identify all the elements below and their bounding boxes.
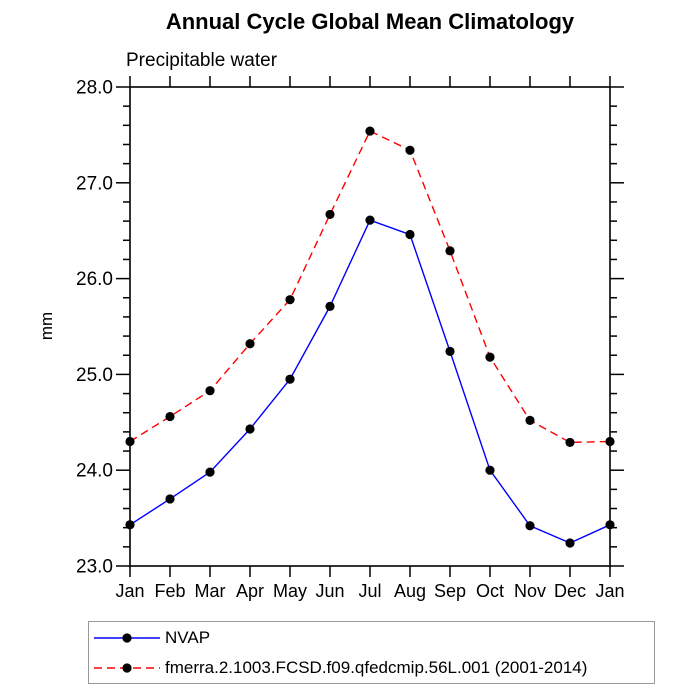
y-axis-tick-label: 25.0 <box>76 365 113 386</box>
data-point-marker <box>325 301 335 311</box>
chart-subtitle: Precipitable water <box>126 50 278 71</box>
data-point-marker <box>165 494 175 504</box>
data-point-marker <box>445 246 455 256</box>
data-point-marker <box>365 126 375 136</box>
data-point-marker <box>485 465 495 475</box>
data-point-marker <box>165 411 175 422</box>
plot-frame <box>129 86 611 567</box>
data-point-marker <box>205 467 215 477</box>
legend-line-sample-solid <box>94 632 160 643</box>
series-line-0 <box>129 219 611 544</box>
data-point-marker <box>125 436 135 447</box>
x-axis-tick-label: Apr <box>236 581 264 601</box>
chart-title: Annual Cycle Global Mean Climatology <box>165 9 575 34</box>
x-axis-tick-label: Mar <box>195 581 226 601</box>
legend-marker-dot <box>122 632 132 643</box>
y-axis-tick-label: 26.0 <box>76 269 113 290</box>
data-point-marker <box>525 415 535 425</box>
legend-label-fmerra: fmerra.2.1003.FCSD.f09.qfedcmip.56L.001 … <box>165 657 588 677</box>
series-line-1 <box>129 130 611 444</box>
data-point-marker <box>245 339 255 349</box>
x-axis-tick-label: Sep <box>434 581 466 601</box>
legend: NVAP fmerra.2.1003.FCSD.f09.qfedcmip.56L… <box>88 621 655 684</box>
data-point-marker <box>245 424 255 434</box>
data-point-marker <box>405 229 415 240</box>
data-point-marker <box>125 520 135 530</box>
x-axis-tick-label: Jan <box>595 581 624 601</box>
y-axis-tick-label: 27.0 <box>76 173 113 194</box>
x-axis-tick-label: Jul <box>358 581 381 601</box>
x-axis-tick-label: Dec <box>554 581 586 601</box>
x-axis-tick-label: Jan <box>115 581 144 601</box>
data-point-marker <box>605 520 615 530</box>
x-axis-tick-label: Jun <box>315 581 344 601</box>
data-point-marker <box>365 215 375 225</box>
data-point-marker <box>485 352 495 362</box>
data-point-marker <box>285 295 295 305</box>
data-point-marker <box>405 145 415 155</box>
data-point-marker <box>565 437 575 448</box>
legend-row-nvap: NVAP <box>89 623 654 653</box>
y-axis-title: mm <box>37 312 56 340</box>
y-axis-tick-label: 28.0 <box>76 78 113 99</box>
data-point-marker <box>445 346 455 357</box>
y-axis-tick-label: 23.0 <box>76 557 113 578</box>
x-axis-tick-label: Nov <box>514 581 546 601</box>
data-point-marker <box>205 386 215 396</box>
data-point-marker <box>325 209 335 220</box>
x-axis-tick-label: Aug <box>394 581 426 601</box>
legend-label-nvap: NVAP <box>165 627 211 647</box>
legend-marker-dot <box>122 662 132 673</box>
y-axis-tick-label: 24.0 <box>76 461 113 482</box>
data-point-marker <box>605 436 615 447</box>
x-axis-tick-label: May <box>273 581 307 601</box>
data-point-marker <box>525 521 535 531</box>
data-point-marker <box>285 374 295 384</box>
plot-area: 23.0 24.0 25.0 26.0 27.0 28.0 Jan Feb Mar Apr May J… <box>37 76 625 601</box>
data-point-marker <box>565 538 575 548</box>
legend-line-sample-dashed <box>94 662 160 673</box>
legend-row-fmerra: fmerra.2.1003.FCSD.f09.qfedcmip.56L.001 … <box>89 653 654 683</box>
x-axis-tick-label: Oct <box>476 581 504 601</box>
x-axis-tick-label: Feb <box>154 581 185 601</box>
